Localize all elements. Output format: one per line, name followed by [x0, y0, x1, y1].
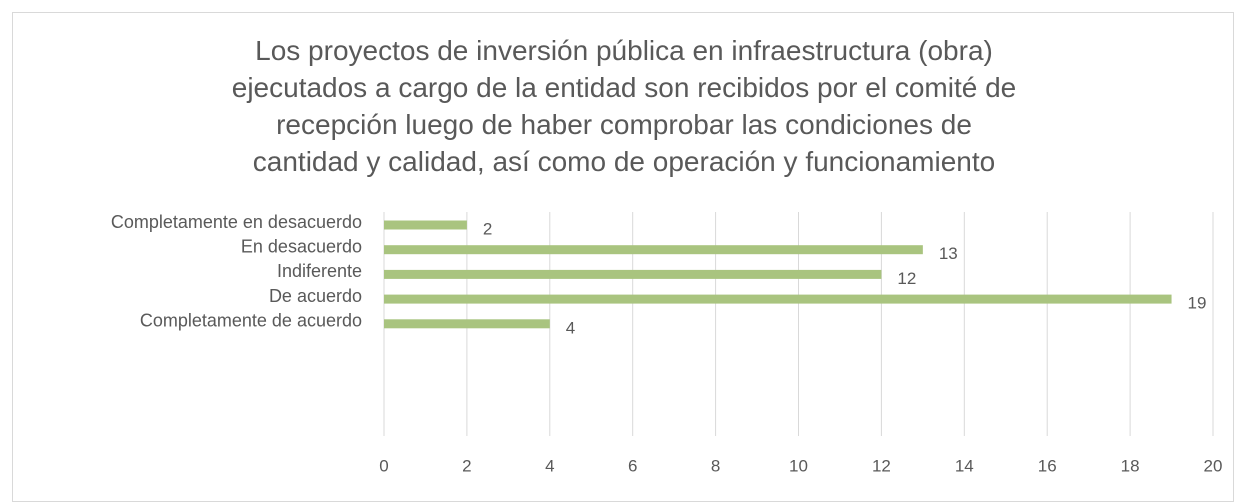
page: Los proyectos de inversión pública en in…: [12, 12, 1234, 502]
y-tick-label: Indiferente: [277, 261, 362, 281]
chart: 0 2 4 6 8 10 12 14 16 18 20 Completamente en desacu…: [111, 212, 1223, 476]
x-tick-label: 2: [462, 456, 471, 475]
x-tick-label: 14: [955, 456, 974, 475]
chart-title: Los proyectos de inversión pública en in…: [231, 35, 1017, 177]
data-label: 13: [939, 244, 958, 263]
x-tick-label: 8: [711, 456, 720, 475]
data-label: 2: [483, 219, 492, 238]
x-tick-label: 16: [1038, 456, 1057, 475]
x-tick-label: 18: [1121, 456, 1140, 475]
x-tick-label: 12: [872, 456, 891, 475]
y-tick-label: Completamente en desacuerdo: [111, 212, 362, 232]
y-tick-label: Completamente de acuerdo: [140, 311, 362, 331]
x-tick-label: 10: [789, 456, 808, 475]
x-tick-label: 4: [545, 456, 554, 475]
data-label: 19: [1188, 294, 1207, 313]
x-tick-label: 20: [1204, 456, 1223, 475]
bar: [384, 269, 882, 279]
bar: [384, 319, 550, 329]
x-tick-label: 6: [628, 456, 637, 475]
bar: [384, 294, 1172, 304]
y-tick-label: En desacuerdo: [241, 236, 362, 256]
data-label: 4: [566, 318, 575, 337]
bar: [384, 245, 923, 255]
y-tick-label: De acuerdo: [269, 286, 362, 306]
data-label: 12: [897, 269, 916, 288]
bar: [384, 220, 467, 230]
x-tick-label: 0: [379, 456, 388, 475]
